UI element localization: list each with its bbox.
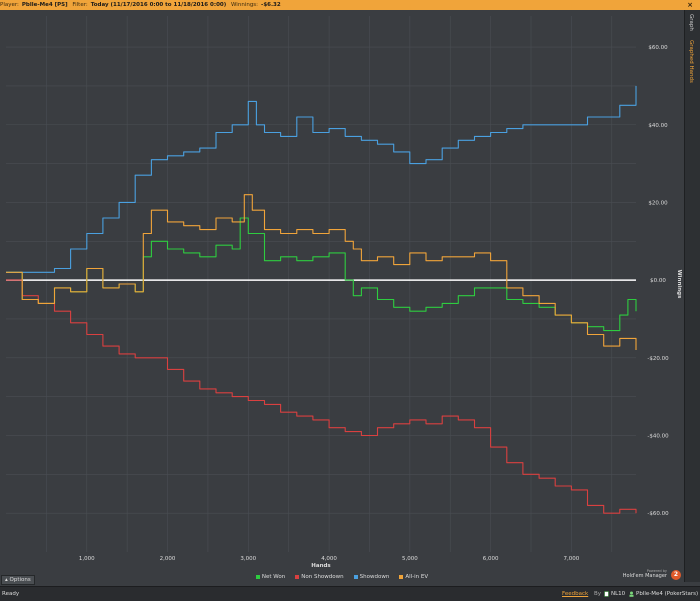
y-tick-label: -$40.00 — [647, 433, 669, 439]
y-tick-label: $20.00 — [648, 200, 668, 206]
x-tick-label: 5,000 — [402, 556, 418, 562]
tab-graphed-hands[interactable]: Graphed Hands — [688, 40, 694, 83]
filter-value[interactable]: Today (11/17/2016 0:00 to 11/18/2016 0:0… — [90, 2, 227, 8]
filter-label: Filter: — [72, 2, 88, 8]
legend-item-non-showdown[interactable]: Non Showdown — [295, 574, 344, 580]
all-in-ev-swatch — [399, 575, 404, 579]
legend-label: All-in EV — [405, 574, 429, 580]
legend-item-all-in-ev[interactable]: All-in EV — [399, 574, 428, 580]
y-tick-label: $60.00 — [648, 45, 668, 51]
non-showdown-swatch — [295, 575, 300, 579]
right-tab-rail: Graph Graphed Hands — [684, 10, 700, 582]
x-axis-label: Hands — [311, 563, 331, 569]
y-tick-label: $0.00 — [650, 278, 666, 284]
brand-name: Hold'em Manager — [622, 573, 667, 579]
brand-powered: Powered by — [646, 569, 667, 573]
x-tick-label: 4,000 — [321, 556, 337, 562]
y-tick-label: -$20.00 — [647, 356, 669, 362]
status-bar: Ready Feedback By NL10 Pblle-Me4 (PokerS… — [0, 586, 700, 601]
player-icon — [629, 591, 634, 597]
net-won-swatch — [255, 575, 260, 579]
filter-bar: Player: Pblle-Me4 [PS] Filter: Today (11/1… — [0, 0, 700, 10]
legend-item-showdown[interactable]: Showdown — [353, 574, 390, 580]
y-tick-label: -$60.00 — [647, 511, 669, 517]
player-label-status: Pblle-Me4 (PokerStars) — [636, 591, 699, 597]
winnings-label: Winnings: — [230, 2, 259, 8]
y-axis-label: Winnings — [676, 270, 682, 300]
x-tick-label: 6,000 — [483, 556, 499, 562]
options-caret-icon: ▴ — [5, 577, 10, 583]
series-line-non-showdown — [6, 279, 637, 514]
series-line-showdown — [6, 85, 637, 273]
chart-legend: Net Won Non Showdown Showdown All-in EV — [0, 571, 684, 583]
x-tick-label: 1,000 — [79, 556, 95, 562]
card-icon — [604, 591, 609, 597]
legend-item-net-won[interactable]: Net Won — [255, 574, 286, 580]
stake-selector[interactable]: NL10 — [604, 587, 625, 601]
status-ready: Ready — [2, 591, 20, 597]
close-icon[interactable]: × — [687, 1, 693, 9]
y-tick-label: $40.00 — [648, 123, 668, 129]
legend-label: Net Won — [261, 574, 286, 580]
player-name[interactable]: Pblle-Me4 [PS] — [21, 2, 68, 8]
legend-label: Showdown — [359, 574, 390, 580]
options-label: Options — [9, 577, 31, 583]
feedback-link[interactable]: Feedback — [562, 591, 589, 597]
stake-label: NL10 — [611, 591, 626, 597]
x-tick-label: 7,000 — [564, 556, 580, 562]
winnings-graph: 1,000 2,000 3,000 4,000 5,000 6,000 7,000 $60.0… — [6, 16, 682, 569]
status-by: By — [594, 591, 602, 597]
legend-label: Non Showdown — [301, 574, 344, 580]
x-tick-label: 3,000 — [240, 556, 256, 562]
player-selector[interactable]: Pblle-Me4 (PokerStars) — [629, 587, 698, 601]
showdown-swatch — [353, 575, 358, 579]
series-line-all-in-ev — [6, 194, 637, 350]
player-label: Player: — [0, 2, 19, 8]
winnings-value: -$6.32 — [261, 2, 281, 8]
options-button[interactable]: ▴ Options — [1, 575, 35, 585]
x-tick-label: 2,000 — [160, 556, 176, 562]
hm2-brand: Powered by Hold'em Manager 2 — [623, 569, 682, 581]
hm2-logo-icon: 2 — [671, 570, 681, 580]
plot-area — [6, 16, 636, 552]
tab-graph[interactable]: Graph — [688, 14, 694, 31]
